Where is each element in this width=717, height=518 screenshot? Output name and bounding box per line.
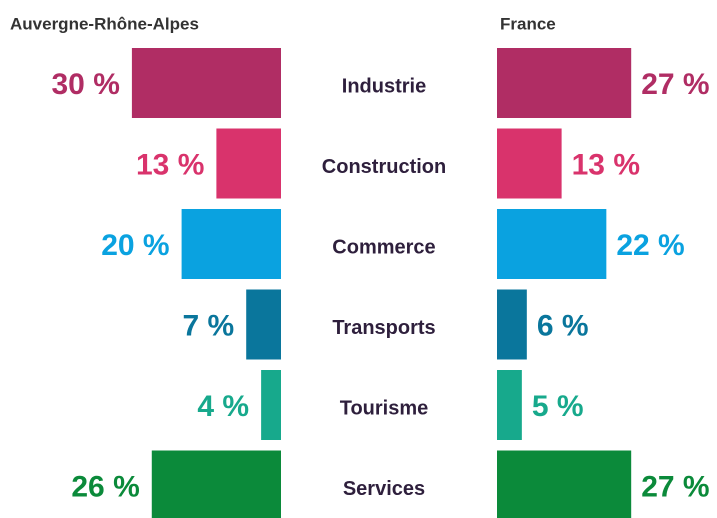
category-label: Transports <box>332 317 435 339</box>
series-name: Auvergne-Rhône-Alpes <box>10 14 199 33</box>
value-label: 22 % <box>616 229 684 262</box>
bar <box>497 128 562 199</box>
bar <box>497 209 607 279</box>
bar <box>181 209 281 279</box>
category-label: Industrie <box>342 75 426 97</box>
category-label: Construction <box>322 156 446 178</box>
value-label: 20 % <box>101 229 169 262</box>
bar <box>497 450 632 518</box>
category-label: Tourisme <box>340 397 429 419</box>
bar <box>497 289 527 360</box>
value-label: 30 % <box>52 68 120 101</box>
value-label: 4 % <box>197 390 249 423</box>
value-label: 27 % <box>641 470 709 503</box>
value-label: 27 % <box>641 68 709 101</box>
value-label: 26 % <box>71 470 139 503</box>
category-label: Commerce <box>332 236 435 258</box>
value-label: 13 % <box>572 148 640 181</box>
bar <box>497 370 522 440</box>
value-label: 13 % <box>136 148 204 181</box>
bar <box>261 370 281 440</box>
series-name: France <box>500 14 556 33</box>
bar <box>246 289 281 360</box>
value-label: 5 % <box>532 390 584 423</box>
bar <box>497 48 632 118</box>
bar <box>216 128 281 199</box>
value-label: 7 % <box>183 309 235 342</box>
bar <box>131 48 281 118</box>
bar <box>151 450 281 518</box>
category-label: Services <box>343 478 425 500</box>
value-label: 6 % <box>537 309 589 342</box>
